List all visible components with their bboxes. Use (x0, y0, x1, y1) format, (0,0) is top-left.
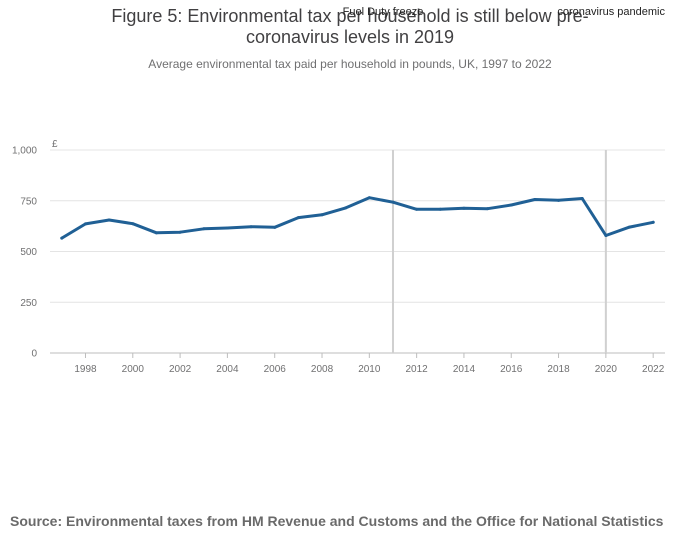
x-tick-label: 2020 (595, 364, 618, 375)
x-tick-label: 2022 (642, 364, 665, 375)
data-point (533, 198, 537, 202)
source-note: Source: Environmental taxes from HM Reve… (10, 513, 664, 529)
data-point (628, 225, 632, 229)
x-tick-label: 2004 (216, 364, 239, 375)
y-tick-label: 0 (31, 349, 37, 360)
data-point (651, 220, 655, 224)
data-point (438, 207, 442, 211)
data-point (320, 213, 324, 217)
series-line (60, 196, 655, 240)
data-point (415, 207, 419, 211)
data-point (225, 226, 229, 230)
y-axis-label: £ (52, 139, 58, 150)
chart-title: Figure 5: Environmental tax per househol… (111, 6, 589, 47)
data-point (202, 227, 206, 231)
chart-subtitle: Average environmental tax paid per house… (148, 57, 552, 71)
data-point (83, 222, 87, 226)
y-tick-label: 500 (20, 247, 37, 258)
data-point (486, 207, 490, 211)
data-point (344, 206, 348, 210)
y-tick-label: 750 (20, 196, 37, 207)
data-point (296, 216, 300, 220)
y-tick-label: 1,000 (12, 146, 37, 157)
x-tick-label: 2010 (358, 364, 381, 375)
data-point (580, 197, 584, 201)
x-tick-label: 1998 (74, 364, 97, 375)
data-point (131, 222, 135, 226)
data-point (154, 231, 158, 235)
x-tick-label: 2018 (547, 364, 570, 375)
annotation-label: Fuel Duty freeze (343, 6, 424, 18)
x-tick-label: 2000 (122, 364, 145, 375)
data-point (249, 225, 253, 229)
x-tick-label: 2002 (169, 364, 192, 375)
data-point (60, 236, 64, 240)
data-point (273, 225, 277, 229)
data-point (107, 218, 111, 222)
data-point (462, 206, 466, 210)
x-tick-label: 2006 (264, 364, 287, 375)
data-point (509, 203, 513, 207)
data-point (604, 233, 608, 237)
x-tick-label: 2008 (311, 364, 334, 375)
x-tick-label: 2014 (453, 364, 476, 375)
data-point (367, 196, 371, 200)
x-tick-label: 2012 (406, 364, 429, 375)
data-point (557, 198, 561, 202)
annotation-label: coronavirus pandemic (557, 6, 665, 18)
x-tick-label: 2016 (500, 364, 523, 375)
data-point (391, 200, 395, 204)
data-point (178, 230, 182, 234)
y-tick-label: 250 (20, 298, 37, 309)
